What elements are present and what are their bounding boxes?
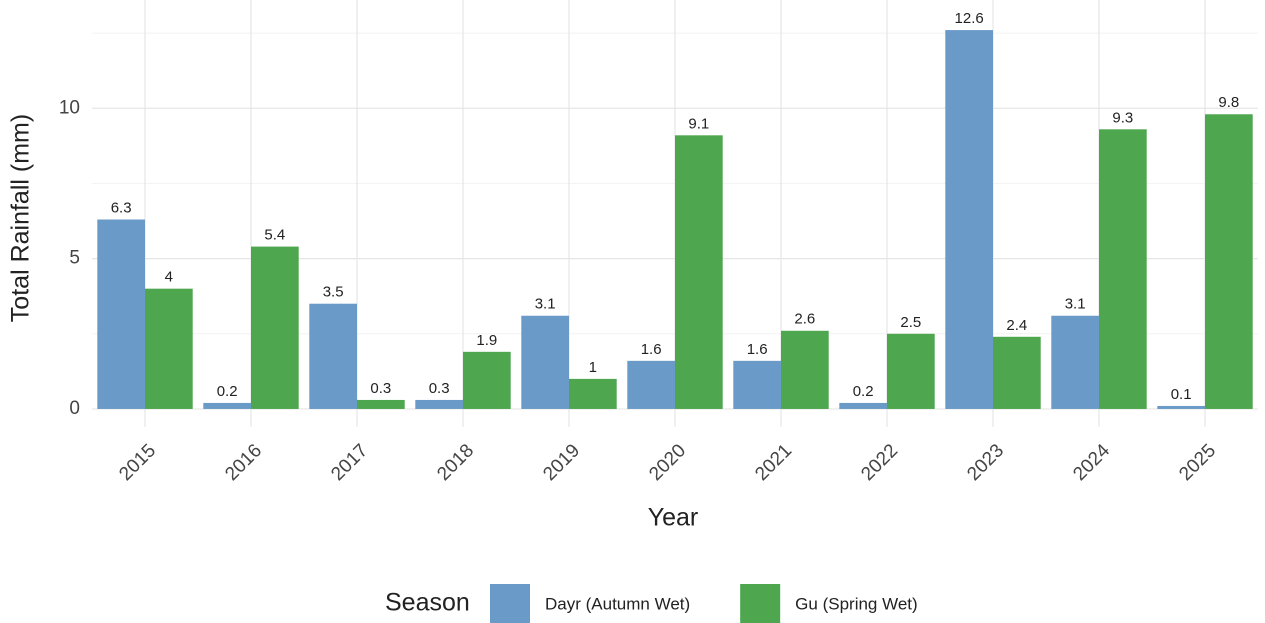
value-label: 4 bbox=[165, 269, 173, 286]
value-label: 1.6 bbox=[747, 341, 768, 358]
value-label: 0.2 bbox=[217, 383, 238, 400]
y-tick-label: 10 bbox=[59, 97, 80, 118]
legend-key bbox=[740, 584, 781, 623]
value-label: 9.3 bbox=[1112, 109, 1133, 126]
bar bbox=[145, 288, 193, 409]
value-label: 12.6 bbox=[955, 10, 984, 27]
value-label: 2.4 bbox=[1006, 317, 1027, 334]
value-label: 3.5 bbox=[323, 284, 344, 301]
bar bbox=[781, 330, 829, 409]
y-tick-label: 5 bbox=[69, 248, 80, 269]
bar bbox=[839, 402, 887, 409]
bar bbox=[521, 315, 569, 409]
x-tick-label: 2023 bbox=[963, 440, 1008, 485]
value-label: 1 bbox=[589, 359, 597, 376]
value-label: 9.1 bbox=[688, 115, 709, 132]
legend-title: Season bbox=[385, 589, 470, 617]
legend-label: Gu (Spring Wet) bbox=[795, 594, 918, 613]
bar bbox=[357, 399, 405, 409]
y-tick-label: 0 bbox=[69, 398, 80, 419]
bar bbox=[463, 351, 511, 409]
value-label: 0.3 bbox=[429, 380, 450, 397]
value-label: 5.4 bbox=[264, 227, 285, 244]
x-tick-label: 2022 bbox=[857, 440, 902, 485]
value-label: 0.1 bbox=[1171, 386, 1192, 403]
bar bbox=[675, 135, 723, 409]
legend-key bbox=[490, 584, 530, 623]
value-label: 3.1 bbox=[1065, 296, 1086, 313]
bar bbox=[1157, 405, 1205, 409]
bar bbox=[1099, 129, 1147, 409]
bar bbox=[569, 378, 617, 409]
value-label: 9.8 bbox=[1218, 94, 1239, 111]
x-tick-label: 2020 bbox=[645, 440, 690, 485]
y-axis-title: Total Rainfall (mm) bbox=[7, 114, 35, 322]
value-label: 0.3 bbox=[370, 380, 391, 397]
value-label: 2.5 bbox=[900, 314, 921, 331]
bar bbox=[1205, 114, 1253, 409]
bar bbox=[993, 336, 1041, 409]
x-tick-label: 2024 bbox=[1069, 440, 1114, 485]
value-label: 1.9 bbox=[476, 332, 497, 349]
value-label: 2.6 bbox=[794, 311, 815, 328]
x-tick-label: 2015 bbox=[115, 440, 160, 485]
bar bbox=[251, 246, 299, 409]
x-tick-label: 2019 bbox=[539, 440, 584, 485]
bar bbox=[945, 30, 993, 409]
x-axis-title: Year bbox=[648, 504, 699, 532]
bar bbox=[415, 399, 463, 409]
legend-label: Dayr (Autumn Wet) bbox=[545, 594, 690, 613]
bar bbox=[1051, 315, 1099, 409]
bar bbox=[887, 333, 935, 409]
x-tick-label: 2018 bbox=[433, 440, 478, 485]
value-label: 0.2 bbox=[853, 383, 874, 400]
x-tick-label: 2016 bbox=[221, 440, 266, 485]
value-label: 6.3 bbox=[111, 199, 132, 216]
x-tick-label: 2017 bbox=[327, 440, 372, 485]
x-tick-label: 2025 bbox=[1175, 440, 1220, 485]
x-tick-label: 2021 bbox=[751, 440, 796, 485]
bar bbox=[733, 360, 781, 409]
bar bbox=[627, 360, 675, 409]
bar bbox=[203, 402, 251, 409]
bar bbox=[309, 303, 357, 409]
bar bbox=[97, 219, 145, 409]
value-label: 3.1 bbox=[535, 296, 556, 313]
value-label: 1.6 bbox=[641, 341, 662, 358]
